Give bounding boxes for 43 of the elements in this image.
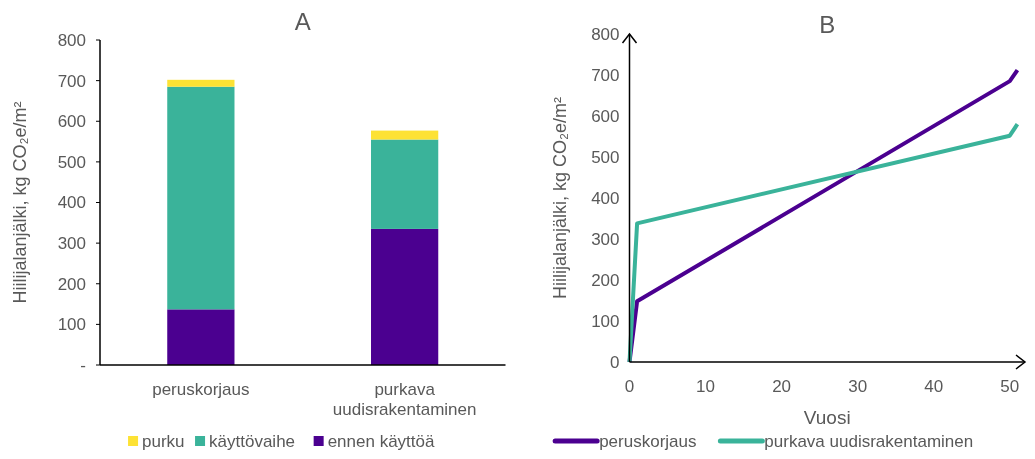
y-tick-label: 800 xyxy=(591,24,620,44)
legend-label: peruskorjaus xyxy=(599,432,697,451)
y-tick-label: 500 xyxy=(591,147,620,167)
legend-label: purkava uudisrakentaminen xyxy=(764,432,974,451)
bar xyxy=(167,309,235,365)
y-axis-title: Hiilijalanjälki, kg CO₂e/m² xyxy=(10,101,30,304)
x-tick-label: 20 xyxy=(772,377,792,396)
y-tick-label: 300 xyxy=(57,234,86,254)
chart-title: B xyxy=(819,11,836,38)
legend-label: ennen käyttöä xyxy=(327,432,435,451)
y-tick-label: - xyxy=(80,355,86,375)
y-tick-label: 800 xyxy=(57,30,86,50)
x-tick-label: 0 xyxy=(624,377,635,396)
legend-label: käyttövaihe xyxy=(209,432,296,451)
y-tick-label: 700 xyxy=(591,65,620,85)
y-tick-label: 200 xyxy=(57,274,86,294)
x-tick-label: purkava uudisrakentaminen xyxy=(332,380,477,419)
bar xyxy=(167,86,235,310)
bar xyxy=(371,130,439,140)
x-tick-label: 30 xyxy=(848,377,868,396)
bar xyxy=(371,139,439,229)
bar xyxy=(371,228,439,365)
y-tick-label: 100 xyxy=(591,311,620,331)
chart-title: A xyxy=(294,8,311,35)
x-tick-label: 40 xyxy=(924,377,944,396)
y-tick-label: 600 xyxy=(57,112,86,132)
x-tick-label: peruskorjaus xyxy=(152,380,250,399)
y-tick-label: 0 xyxy=(610,352,620,372)
y-tick-label: 700 xyxy=(57,71,86,91)
y-tick-label: 200 xyxy=(591,270,620,290)
legend-label: purku xyxy=(142,432,185,451)
x-tick-label: 50 xyxy=(1000,377,1020,396)
bar xyxy=(167,79,235,87)
y-axis-title: Hiilijalanjälki, kg CO₂e/m² xyxy=(549,96,570,300)
y-tick-label: 300 xyxy=(591,229,620,249)
y-tick-label: 400 xyxy=(591,188,620,208)
y-tick-label: 500 xyxy=(57,152,86,172)
x-axis-title: Vuosi xyxy=(803,407,851,428)
y-tick-label: 100 xyxy=(57,315,86,335)
x-tick-label: 10 xyxy=(696,377,716,396)
y-tick-label: 400 xyxy=(57,193,86,213)
y-tick-label: 600 xyxy=(591,106,620,126)
line-series xyxy=(627,122,1020,364)
